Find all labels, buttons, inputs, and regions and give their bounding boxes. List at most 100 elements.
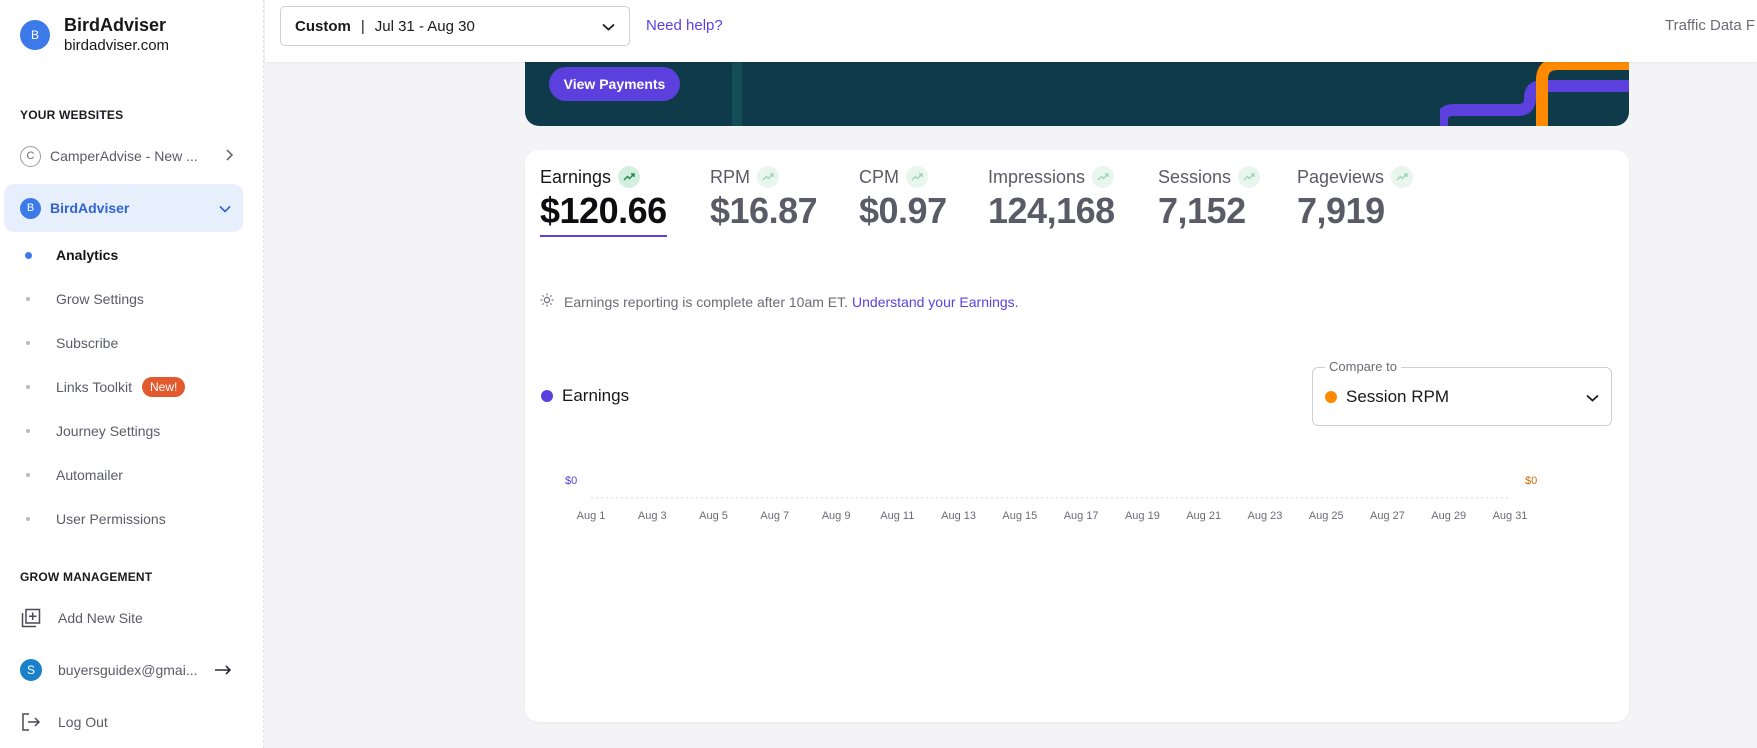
add-site-label: Add New Site [58, 610, 143, 626]
brand-domain: birdadviser.com [64, 37, 170, 54]
nav-label: Grow Settings [56, 291, 144, 307]
trend-up-icon [906, 166, 928, 188]
brand-avatar: B [20, 19, 50, 50]
date-separator: | [360, 17, 365, 35]
site-item-camperadvise[interactable]: C CamperAdvise - New ... [20, 141, 242, 171]
nav-dot [26, 473, 30, 477]
add-site-icon [20, 608, 42, 628]
nav-dot [25, 251, 32, 259]
x-tick-label: Aug 19 [1125, 510, 1160, 522]
y-right-tick-label: $0 [1525, 475, 1537, 487]
nav-item-links-toolkit[interactable]: Links Toolkit New! [26, 375, 186, 399]
x-tick-label: Aug 17 [1064, 510, 1099, 522]
nav-dot [26, 341, 30, 345]
view-payments-button[interactable]: View Payments [549, 67, 680, 101]
sidebar: B BirdAdviser birdadviser.com YOUR WEBSI… [0, 0, 264, 748]
grow-management-title: GROW MANAGEMENT [20, 570, 153, 584]
trend-up-icon [1391, 166, 1414, 188]
site-item-birdadviser[interactable]: B BirdAdviser [4, 184, 243, 232]
metric-tab-pageviews[interactable]: Pageviews 7,919 [1297, 166, 1414, 232]
metric-value: 7,919 [1297, 190, 1385, 231]
logout-icon [20, 712, 42, 732]
compare-value: Session RPM [1346, 386, 1449, 406]
top-bar: Custom | Jul 31 - Aug 30 Need help? Traf… [265, 0, 1757, 62]
metric-tab-earnings[interactable]: Earnings $120.66 [540, 166, 667, 237]
traffic-data-label[interactable]: Traffic Data F [1665, 17, 1756, 34]
y-left-tick-label: $0 [565, 475, 577, 487]
metric-tab-sessions[interactable]: Sessions 7,152 [1158, 166, 1261, 232]
understand-earnings-link[interactable]: Understand your Earnings. [852, 293, 1019, 310]
nav-item-journey-settings[interactable]: Journey Settings [26, 419, 160, 443]
your-websites-title: YOUR WEBSITES [20, 108, 124, 122]
notice-text: Earnings reporting is complete after 10a… [564, 293, 849, 310]
earnings-notice: Earnings reporting is complete after 10a… [540, 293, 1019, 310]
account-avatar: S [20, 659, 42, 681]
need-help-link[interactable]: Need help? [646, 17, 723, 34]
nav-item-analytics[interactable]: Analytics [25, 243, 119, 267]
compare-dot [1325, 390, 1337, 403]
metric-tab-rpm[interactable]: RPM $16.87 [710, 166, 818, 232]
metric-label: RPM [710, 166, 750, 187]
active-tab-underline [540, 235, 667, 237]
date-preset: Custom [295, 17, 351, 35]
site-avatar: B [20, 197, 41, 219]
nav-item-user-permissions[interactable]: User Permissions [26, 507, 166, 531]
nav-label: Automailer [56, 467, 123, 483]
metric-value: $0.97 [859, 190, 947, 231]
banner-decoration [1440, 58, 1629, 126]
chevron-down-icon [1586, 387, 1599, 407]
nav-dot [26, 429, 30, 433]
x-tick-label: Aug 21 [1186, 510, 1221, 522]
nav-item-subscribe[interactable]: Subscribe [26, 331, 118, 355]
nav-dot [26, 517, 30, 521]
x-tick-label: Aug 13 [941, 510, 976, 522]
brand[interactable]: B BirdAdviser birdadviser.com [20, 14, 169, 55]
add-new-site-link[interactable]: Add New Site [20, 603, 143, 633]
metric-value: $120.66 [540, 190, 667, 231]
x-tick-label: Aug 15 [1002, 510, 1037, 522]
nav-dot [26, 385, 30, 389]
nav-label: Journey Settings [56, 423, 161, 439]
site-label: BirdAdviser [50, 200, 130, 216]
x-tick-label: Aug 7 [760, 510, 789, 522]
date-range-select[interactable]: Custom | Jul 31 - Aug 30 [280, 6, 630, 46]
x-tick-label: Aug 31 [1493, 510, 1528, 522]
sun-icon [540, 293, 554, 310]
nav-label: Analytics [56, 247, 119, 263]
nav-item-grow-settings[interactable]: Grow Settings [26, 287, 144, 311]
legend-dot [541, 390, 553, 402]
chart-legend-earnings: Earnings [541, 386, 629, 406]
x-tick-label: Aug 25 [1309, 510, 1344, 522]
nav-label: Links Toolkit [56, 379, 133, 395]
logout-link[interactable]: Log Out [20, 707, 108, 737]
x-tick-label: Aug 9 [822, 510, 851, 522]
metric-tab-cpm[interactable]: CPM $0.97 [859, 166, 947, 232]
account-row[interactable]: S buyersguidex@gmai... [20, 655, 232, 685]
x-tick-label: Aug 23 [1247, 510, 1282, 522]
account-email: buyersguidex@gmai... [58, 662, 198, 678]
x-tick-label: Aug 29 [1431, 510, 1466, 522]
nav-label: Subscribe [56, 335, 119, 351]
logout-label: Log Out [58, 714, 108, 730]
trend-up-icon [618, 166, 641, 188]
x-tick-label: Aug 11 [880, 510, 914, 522]
account-avatar-wrap: S [20, 659, 42, 681]
compare-to-select[interactable]: Compare to Session RPM [1312, 359, 1612, 426]
arrow-right-icon[interactable] [214, 662, 232, 678]
nav-item-automailer[interactable]: Automailer [26, 463, 123, 487]
analytics-card: Earnings $120.66 RPM $16.87 CPM $0.97 Im… [525, 150, 1629, 722]
site-avatar: C [20, 145, 41, 167]
x-tick-label: Aug 27 [1370, 510, 1405, 522]
metric-value: $16.87 [710, 190, 818, 231]
chevron-down-icon [219, 200, 231, 216]
legend-label: Earnings [562, 386, 630, 405]
metric-label: Earnings [540, 166, 612, 187]
chevron-down-icon [602, 18, 615, 35]
metric-value: 7,152 [1158, 190, 1246, 231]
nav-label: User Permissions [56, 511, 166, 527]
metric-label: Sessions [1158, 166, 1232, 187]
banner-stripe [732, 40, 742, 126]
metric-tab-impressions[interactable]: Impressions 124,168 [988, 166, 1115, 232]
metric-label: Impressions [988, 166, 1086, 187]
